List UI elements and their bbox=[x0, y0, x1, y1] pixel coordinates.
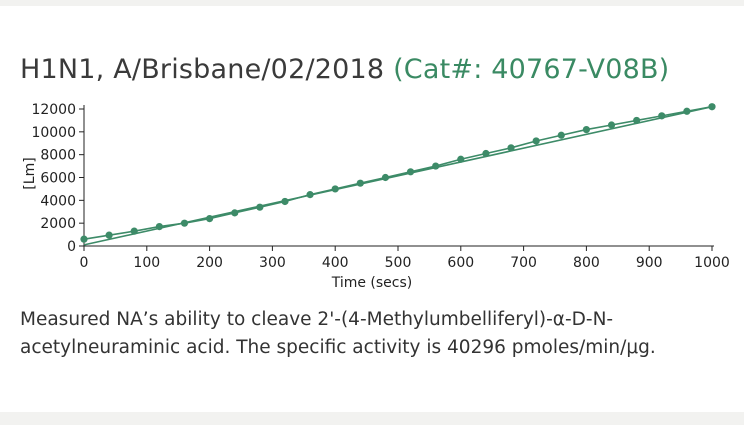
data-point bbox=[532, 137, 540, 145]
data-point bbox=[633, 116, 641, 125]
y-axis-label: [Lm] bbox=[22, 157, 38, 189]
plot-area: 0 2000 4000 6000 8000 10000 12000 0 100 200 300 400… bbox=[22, 102, 730, 291]
data-point bbox=[80, 235, 88, 243]
data-point bbox=[406, 168, 415, 176]
catalog-number: (Cat#: 40767-V08B) bbox=[393, 54, 670, 85]
x-tick-label: 700 bbox=[510, 255, 537, 271]
y-tick-label: 12000 bbox=[31, 102, 76, 118]
title-text: H1N1, A/Brisbane/02/2018 bbox=[20, 54, 385, 85]
x-tick-label: 100 bbox=[133, 255, 160, 271]
data-point bbox=[482, 149, 490, 158]
data-point bbox=[256, 203, 264, 211]
x-tick-label: 900 bbox=[636, 255, 663, 271]
data-point bbox=[206, 215, 214, 223]
assay-description: Measured NA’s ability to cleave 2'-(4-Me… bbox=[20, 309, 656, 358]
data-point bbox=[180, 219, 189, 227]
y-tick-label: 6000 bbox=[40, 171, 76, 187]
data-point bbox=[231, 209, 239, 217]
data-point bbox=[432, 162, 440, 170]
x-tick-label: 1000 bbox=[694, 255, 730, 271]
y-tick-label: 0 bbox=[67, 239, 76, 255]
data-point bbox=[607, 121, 616, 129]
x-tick-label: 0 bbox=[80, 255, 89, 271]
series-line bbox=[83, 105, 713, 240]
data-point bbox=[356, 179, 364, 187]
data-point bbox=[557, 131, 565, 139]
data-point bbox=[457, 155, 465, 163]
x-tick-label: 400 bbox=[322, 255, 349, 271]
data-point bbox=[331, 185, 339, 193]
data-point bbox=[658, 112, 666, 120]
y-tick-label: 2000 bbox=[40, 216, 76, 232]
data-point bbox=[105, 231, 113, 239]
data-point bbox=[381, 173, 390, 182]
data-point bbox=[306, 191, 314, 199]
data-point bbox=[683, 107, 691, 115]
data-point bbox=[130, 227, 138, 235]
data-point bbox=[281, 197, 289, 206]
y-tick-label: 8000 bbox=[40, 148, 76, 164]
data-point bbox=[155, 222, 163, 231]
y-tick-label: 4000 bbox=[40, 193, 76, 209]
data-point bbox=[582, 125, 591, 134]
page-title: H1N1, A/Brisbane/02/2018 (Cat#: 40767-V0… bbox=[20, 54, 669, 85]
chart: 0 2000 4000 6000 8000 10000 12000 0 100 200 300 400… bbox=[22, 102, 730, 291]
card bbox=[0, 6, 744, 412]
x-axis-label: Time (secs) bbox=[331, 275, 413, 291]
x-tick-label: 600 bbox=[447, 255, 474, 271]
x-tick-label: 800 bbox=[573, 255, 600, 271]
data-point bbox=[507, 144, 515, 152]
y-tick-label: 10000 bbox=[31, 125, 76, 141]
data-point bbox=[708, 103, 716, 111]
x-tick-label: 200 bbox=[196, 255, 223, 271]
x-tick-label: 300 bbox=[259, 255, 286, 271]
x-tick-label: 500 bbox=[385, 255, 412, 271]
